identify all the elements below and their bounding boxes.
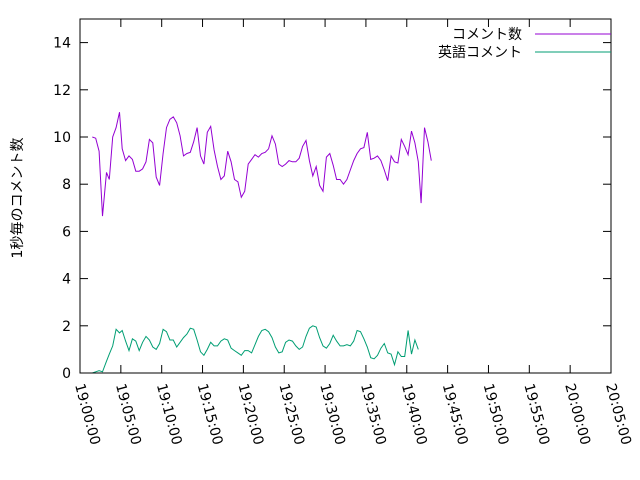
x-tick-label: 19:30:00 <box>316 382 348 447</box>
plot-frame <box>79 18 612 374</box>
x-tick-label: 19:45:00 <box>439 382 471 447</box>
legend-label-2: 英語コメント <box>438 44 522 61</box>
y-tick-label: 4 <box>62 272 71 288</box>
x-tick-label: 20:00:00 <box>561 382 593 447</box>
y-axis-label: 1秒毎のコメント数 <box>10 138 26 259</box>
x-ticks: 19:00:00 19:05:00 19:10:00 19:15:00 19:20:00… <box>71 19 634 447</box>
x-tick-label: 19:40:00 <box>398 382 430 447</box>
y-tick-label: 0 <box>62 366 71 382</box>
y-tick-label: 12 <box>53 83 71 99</box>
x-tick-label: 19:55:00 <box>520 382 552 447</box>
series-layer <box>92 112 432 374</box>
y-tick-label: 14 <box>53 36 71 52</box>
legend-label-1: コメント数 <box>452 27 522 43</box>
y-axis-label-group: 1秒毎のコメント数 <box>10 138 26 259</box>
x-tick-label: 19:10:00 <box>153 382 185 447</box>
x-tick-label: 19:25:00 <box>275 382 307 447</box>
series-line-1 <box>92 112 432 217</box>
series-line-2 <box>92 325 419 374</box>
x-tick-label: 19:35:00 <box>357 382 389 447</box>
y-tick-label: 10 <box>53 130 71 146</box>
y-tick-label: 2 <box>62 319 71 335</box>
x-tick-label: 19:05:00 <box>112 382 144 447</box>
x-tick-label: 19:15:00 <box>194 382 226 447</box>
y-tick-label: 6 <box>62 224 71 240</box>
x-tick-label: 19:50:00 <box>480 382 512 447</box>
x-tick-label: 19:00:00 <box>71 382 103 447</box>
x-tick-label: 19:20:00 <box>235 382 267 447</box>
y-ticks: 0 2 4 6 8 10 12 14 <box>53 36 611 382</box>
x-tick-label: 20:05:00 <box>602 382 634 447</box>
y-tick-label: 8 <box>62 177 71 193</box>
